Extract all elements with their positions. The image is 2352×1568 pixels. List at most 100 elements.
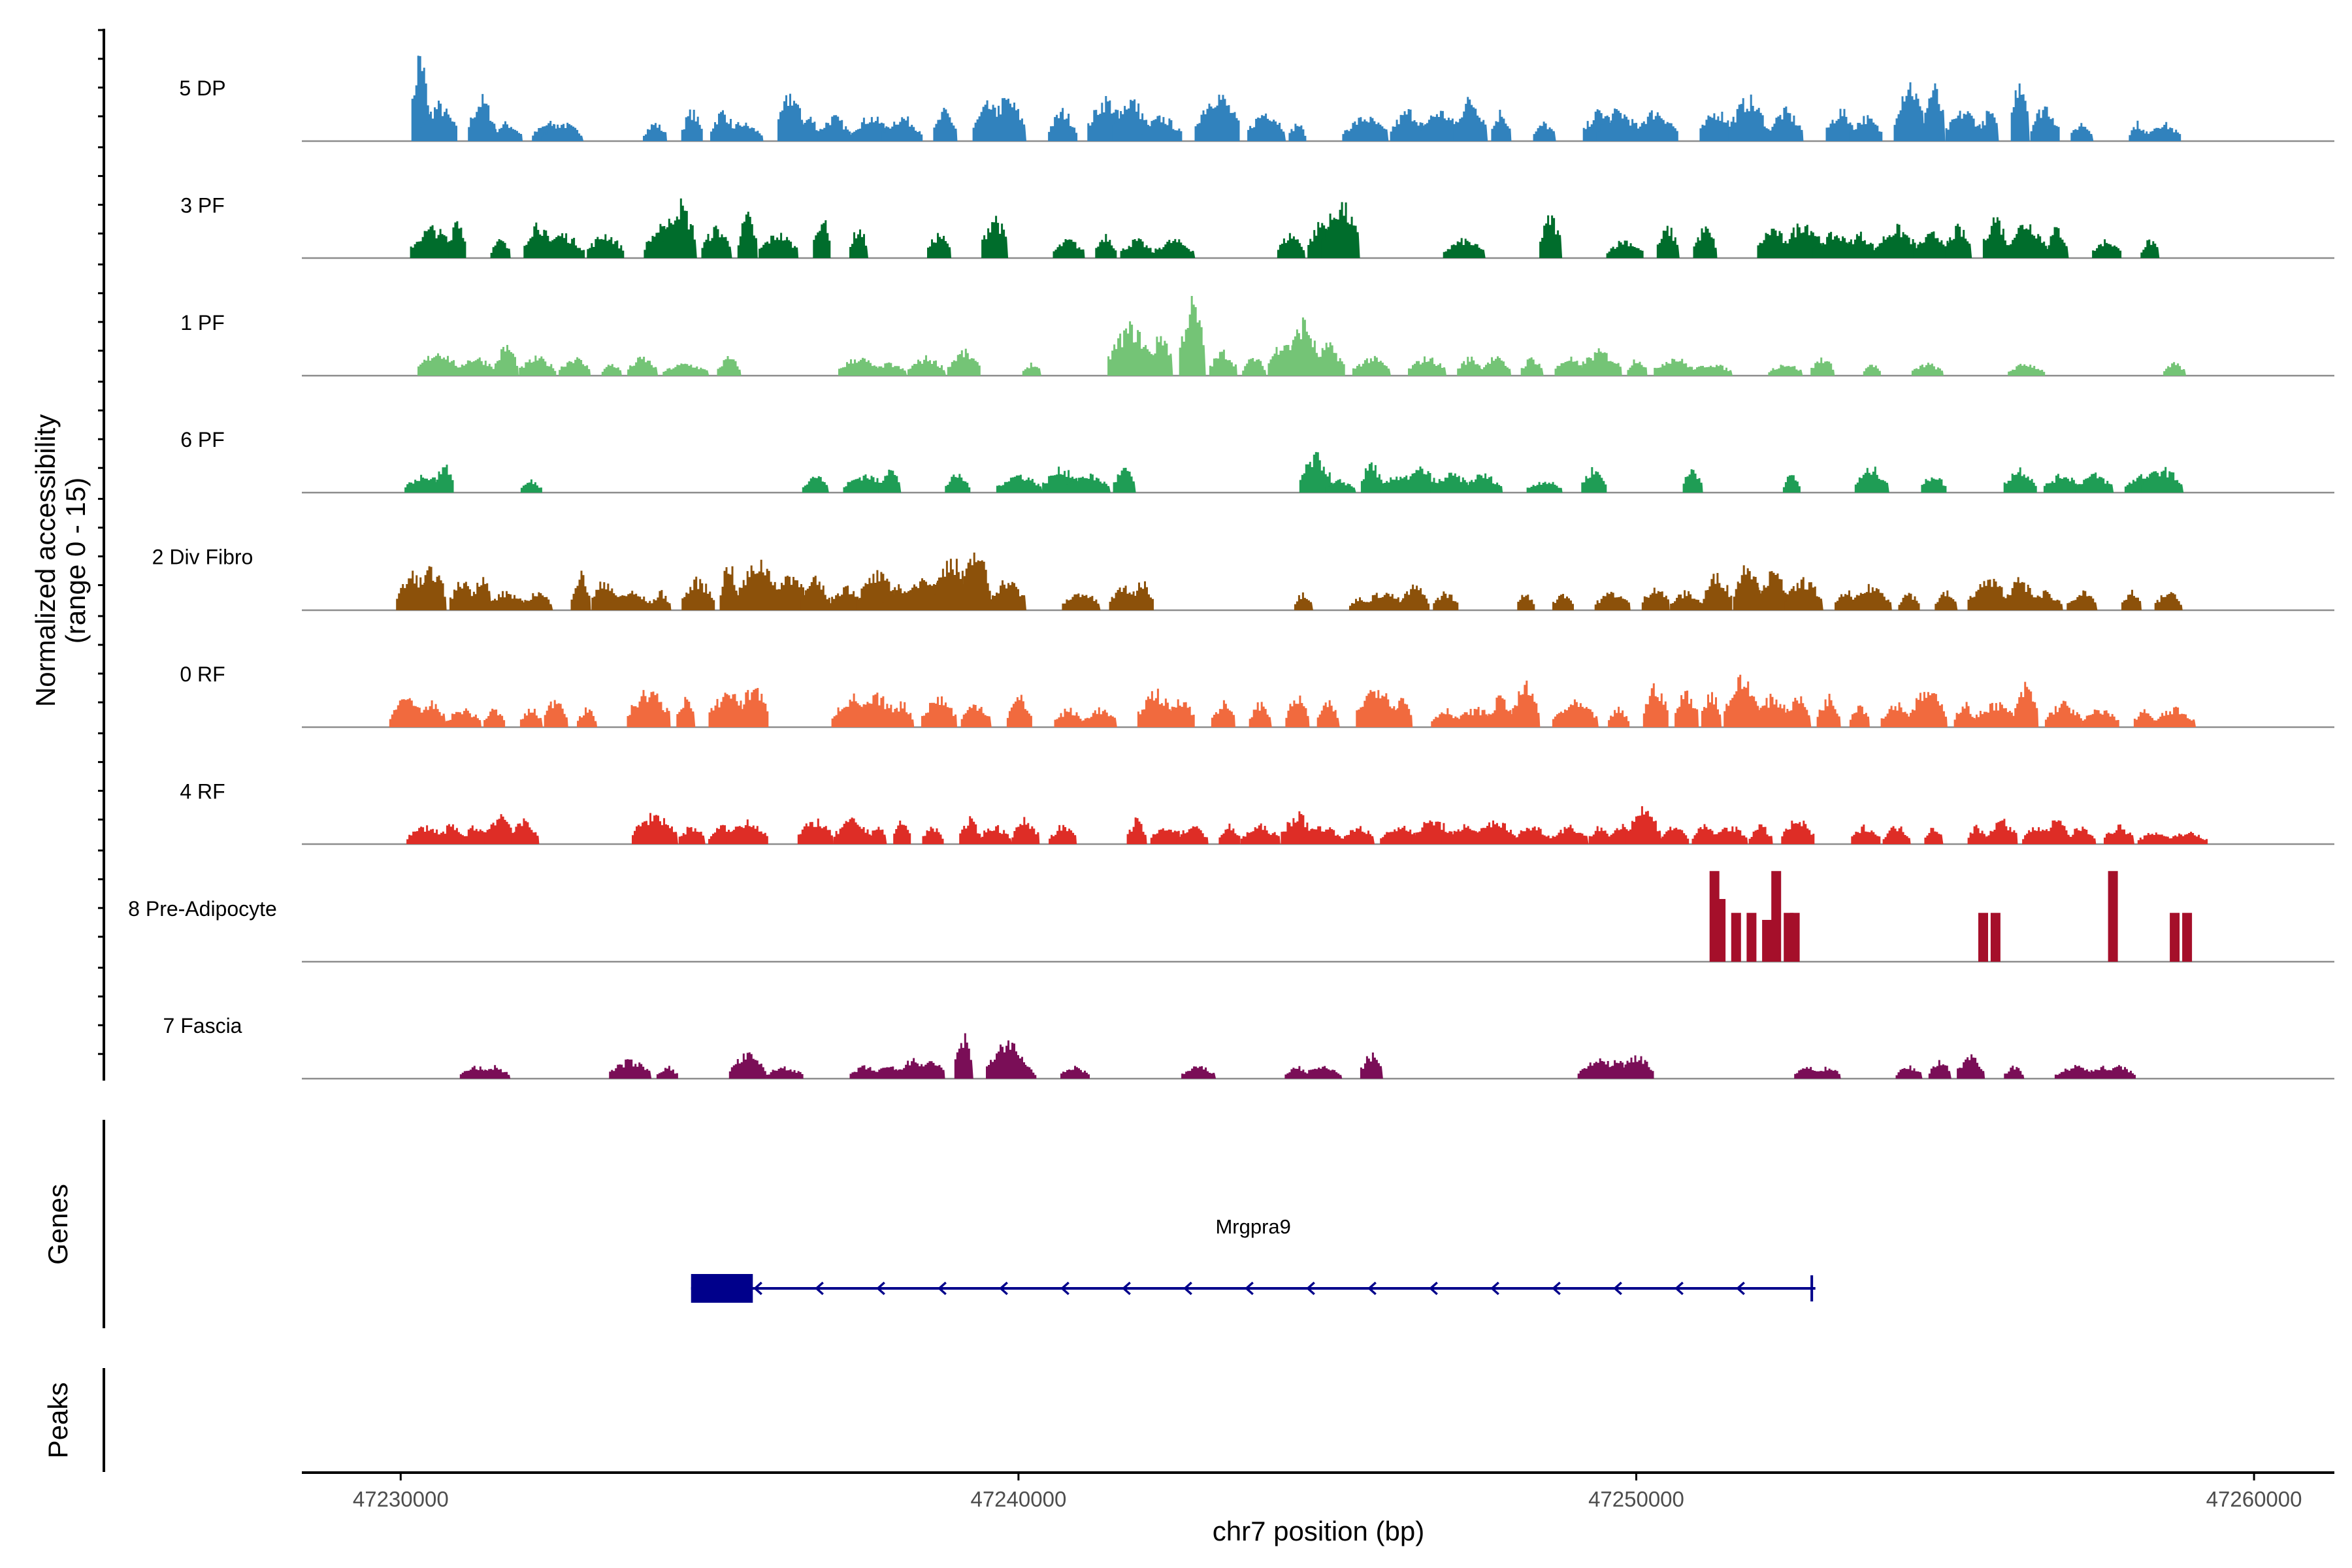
coverage-peak <box>1325 479 1356 493</box>
coverage-peak <box>2066 590 2098 610</box>
coverage-peak <box>1342 116 1389 141</box>
coverage-peak <box>1011 817 1040 844</box>
coverage-peak <box>1299 826 1345 844</box>
coverage-peak <box>1362 593 1406 610</box>
coverage-peak <box>1242 358 1267 376</box>
coverage-peak <box>800 576 830 610</box>
coverage-peak <box>961 552 991 610</box>
coverage-peak <box>2121 589 2142 610</box>
peaks-panel: Peaks <box>42 1368 105 1472</box>
track-2-div-fibro: 2 Div Fibro <box>152 546 2334 612</box>
coverage-peak <box>1594 591 1631 610</box>
coverage-peak <box>1344 826 1375 844</box>
coverage-peak <box>1782 475 1801 493</box>
coverage-peak <box>651 590 672 610</box>
coverage-peak <box>719 122 764 141</box>
coverage-peak <box>1682 469 1703 493</box>
coverage-peak <box>1898 593 1920 610</box>
coverage-peak <box>1022 363 1041 376</box>
coverage-peak <box>2082 710 2119 727</box>
coverage-peak <box>1690 365 1733 376</box>
strand-arrow <box>753 1281 762 1296</box>
coverage-peak <box>627 357 659 376</box>
coverage-peak <box>1431 708 1461 727</box>
coverage-peak <box>1816 1066 1841 1079</box>
x-tick-label: 47230000 <box>353 1487 449 1511</box>
coverage-peak <box>411 56 429 141</box>
coverage-peak <box>1430 472 1473 493</box>
coverage-peak <box>2104 824 2134 844</box>
coverage-peak <box>872 362 907 376</box>
coverage-peak <box>445 708 482 727</box>
strand-arrow <box>1552 1281 1561 1296</box>
coverage-peak <box>1924 828 1944 844</box>
peaks-panel-label: Peaks <box>42 1382 73 1459</box>
coverage-peak <box>1784 696 1812 727</box>
strand-arrow <box>1122 1281 1131 1296</box>
gene-models: Mrgpra9 <box>691 1215 1816 1303</box>
coverage-peak <box>893 821 911 844</box>
strand-arrow <box>1429 1281 1438 1296</box>
coverage-peak <box>1641 587 1670 610</box>
strand-arrow <box>876 1281 885 1296</box>
coverage-peak <box>1152 238 1196 258</box>
coverage-peak <box>1488 695 1515 727</box>
coverage-peak <box>478 1065 511 1079</box>
x-tick-label: 47240000 <box>970 1487 1066 1511</box>
coverage-peak <box>1302 1066 1343 1079</box>
coverage-peak <box>436 465 454 493</box>
coverage-peak <box>1659 826 1690 844</box>
coverage-peak <box>1512 826 1552 844</box>
coverage-peak <box>986 1040 1028 1079</box>
coverage-peak <box>1712 826 1748 844</box>
gene-mrgpra9: Mrgpra9 <box>691 1215 1816 1303</box>
coverage-peak <box>418 566 447 610</box>
coverage-peak <box>1479 356 1511 376</box>
coverage-peak <box>817 115 851 141</box>
coverage-peak <box>2075 472 2114 493</box>
coverage-peak <box>1552 594 1574 610</box>
coverage-peak <box>1746 913 1757 962</box>
coverage-peak <box>1748 824 1773 844</box>
coverage-peak <box>1165 699 1195 727</box>
coverage-peak <box>1620 1055 1654 1079</box>
strand-arrow <box>1183 1281 1192 1296</box>
coverage-y-axis <box>98 29 105 1081</box>
coverage-peak <box>1176 826 1209 844</box>
coverage-peak <box>2046 227 2069 258</box>
coverage-peak <box>1907 692 1948 727</box>
coverage-peak <box>1288 317 1319 376</box>
coverage-peak <box>1980 110 1999 141</box>
track-7-fascia: 7 Fascia <box>163 1014 2334 1080</box>
coverage-peak <box>681 576 715 610</box>
coverage-peak <box>1517 595 1535 610</box>
coverage-peak <box>1526 482 1563 493</box>
track-0-rf: 0 RF <box>180 662 2334 728</box>
coverage-peak <box>736 559 783 610</box>
coverage-peak <box>813 220 831 258</box>
coverage-peak <box>1606 240 1644 258</box>
coverage-peak <box>1716 899 1726 962</box>
coverage-peak <box>1126 817 1147 844</box>
coverage-peak <box>988 98 1026 141</box>
coverage-peak <box>1767 106 1804 141</box>
coverage-peak <box>2154 592 2183 610</box>
coverage-peak <box>406 825 447 844</box>
coverage-peak <box>1913 231 1955 258</box>
coverage-peak <box>977 825 1013 844</box>
coverage-peak <box>1781 821 1815 844</box>
coverage-tracks: 5 DP 3 PF 1 PF 6 PF 2 Div Fibro 0 RF 4 RF 8 Pre… <box>128 56 2334 1080</box>
coverage-peak <box>1218 823 1241 844</box>
strand-arrow <box>938 1281 947 1296</box>
coverage-peak <box>2170 913 2180 962</box>
coverage-peak <box>1633 110 1678 141</box>
coverage-peak <box>1533 122 1556 141</box>
coverage-peak <box>1285 695 1310 727</box>
strand-arrow <box>1245 1281 1254 1296</box>
strand-arrow <box>1490 1281 1499 1296</box>
coverage-peak <box>1849 705 1870 727</box>
coverage-peak <box>570 570 591 610</box>
coverage-peak <box>1403 466 1439 493</box>
coverage-peak <box>981 216 1009 258</box>
coverage-peak <box>890 701 915 727</box>
